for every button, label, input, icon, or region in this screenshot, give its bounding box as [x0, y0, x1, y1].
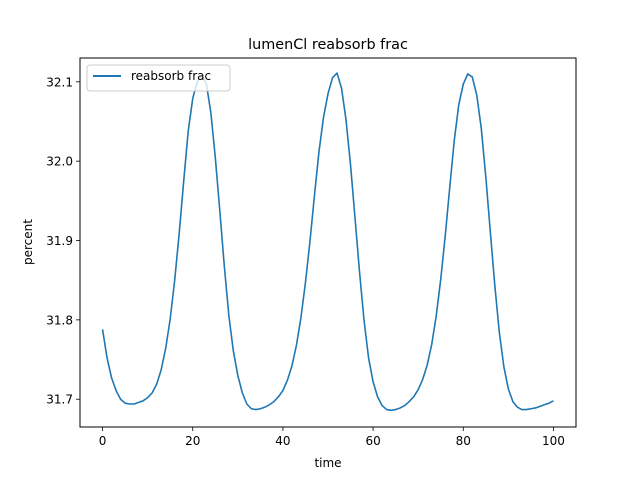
plot-area [101, 72, 554, 412]
series-line [101, 72, 554, 412]
chart-title: lumenCl reabsorb frac [248, 37, 408, 53]
legend: reabsorb frac [86, 64, 231, 92]
y-tick-label: 31.7 [46, 393, 73, 407]
y-tick-label: 32.0 [46, 155, 73, 169]
x-tick-label: 60 [365, 434, 380, 448]
x-tick-label: 20 [185, 434, 200, 448]
y-tick-label: 31.9 [46, 234, 73, 248]
legend-box [86, 64, 231, 92]
axes-frame [79, 57, 577, 428]
legend-label: reabsorb frac [131, 69, 211, 83]
y-axis-label: percent [21, 219, 35, 265]
x-tick-label: 100 [542, 434, 565, 448]
x-axis: 0 20 40 60 80 100 [99, 427, 565, 448]
y-tick-label: 32.1 [46, 75, 73, 89]
x-tick-label: 40 [275, 434, 290, 448]
y-axis: 31.7 31.8 31.9 32.0 32.1 [46, 75, 80, 407]
x-tick-label: 0 [99, 434, 107, 448]
y-tick-label: 31.8 [46, 313, 73, 327]
x-tick-label: 80 [456, 434, 471, 448]
x-axis-label: time [314, 456, 341, 470]
